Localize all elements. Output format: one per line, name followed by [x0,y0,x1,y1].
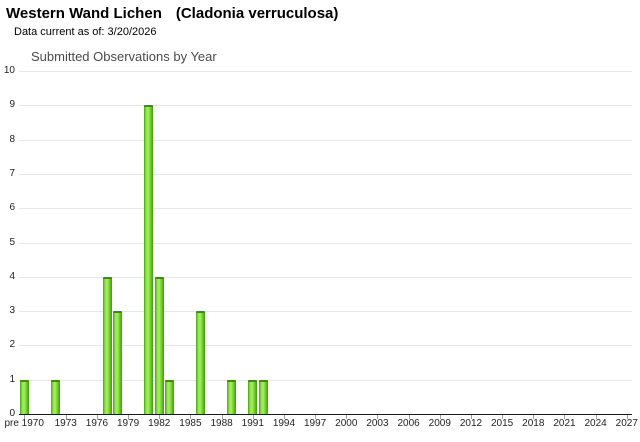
y-axis-label: 2 [9,339,15,351]
y-axis-label: 6 [9,202,15,214]
x-axis-label: pre 1970 [4,418,44,429]
x-axis-tick [533,415,535,419]
x-axis-tick [315,415,317,419]
gridline [19,242,632,244]
x-axis-line [19,414,632,415]
x-axis-tick [283,415,285,419]
y-axis-label: 3 [9,305,15,317]
x-axis-label: 2006 [397,418,420,429]
x-axis-label: 2009 [428,418,451,429]
gridline [19,173,632,175]
x-axis-label: 2000 [335,418,358,429]
x-axis-tick [128,415,130,419]
x-axis-tick [377,415,379,419]
bar-1991[interactable] [248,379,258,414]
x-axis-label: 2012 [459,418,483,429]
y-axis-label: 5 [9,236,15,248]
bar-1986[interactable] [196,311,206,414]
y-axis-label: 7 [9,167,15,179]
gridline [19,139,632,141]
x-axis-label: 2018 [522,418,545,429]
gridline [19,311,632,313]
y-axis-label: 1 [9,373,15,385]
x-axis-label: 1973 [54,418,77,429]
x-axis-tick [221,415,223,419]
x-axis-tick [346,415,348,419]
x-axis-label: 1994 [272,418,296,429]
x-axis-tick [65,415,67,419]
x-axis-label: 1976 [85,418,109,429]
x-axis-label: 2015 [491,418,514,429]
x-axis-tick [96,415,98,419]
x-axis-label: 1997 [303,418,327,429]
x-axis-label: 2024 [584,418,607,429]
y-axis-label: 0 [9,408,15,419]
x-axis-tick [564,415,566,419]
bar-1982[interactable] [154,276,164,414]
x-axis-tick [595,415,597,419]
gridline [19,345,632,347]
page-header: Western Wand Lichen (Cladonia verruculosa… [6,5,338,23]
chart-title: Submitted Observations by Year [31,49,217,64]
x-axis-label: 1991 [241,418,264,429]
y-axis-label: 9 [9,99,15,111]
x-axis-tick [470,415,472,419]
x-axis-tick [24,415,26,419]
x-axis-tick [626,415,628,419]
x-axis-tick [190,415,192,419]
x-axis-tick [502,415,504,419]
y-axis-label: 4 [9,270,15,282]
bar-1989[interactable] [227,379,237,414]
bar-1981[interactable] [144,105,154,414]
x-axis-tick [408,415,410,419]
bar-1977[interactable] [102,276,112,414]
x-axis-label: 1985 [179,418,202,429]
gridline [19,71,632,72]
bar-1978[interactable] [113,311,123,414]
bar-pre-1970[interactable] [19,379,29,414]
x-axis-label: 1979 [116,418,140,429]
x-axis-label: 1988 [210,418,233,429]
data-current-note: Data current as of: 3/20/2026 [14,26,157,38]
y-axis-label: 8 [9,133,15,145]
x-axis-tick [252,415,254,419]
x-axis-label: 2027 [615,418,638,429]
x-axis-label: 2003 [366,418,389,429]
scientific-name: (Cladonia verruculosa) [175,5,339,22]
gridline [19,276,632,278]
bar-1983[interactable] [165,379,175,414]
bar-1992[interactable] [258,379,268,414]
bar-1972[interactable] [50,379,60,414]
x-axis-label: 1982 [148,418,171,429]
gridline [19,105,632,107]
gridline [19,208,632,210]
x-axis-tick [439,415,441,419]
x-axis-label: 2021 [553,418,576,429]
x-axis-tick [159,415,161,419]
y-axis-label: 10 [3,65,15,76]
page-title: Western Wand Lichen [6,5,162,22]
gridline [19,379,632,381]
